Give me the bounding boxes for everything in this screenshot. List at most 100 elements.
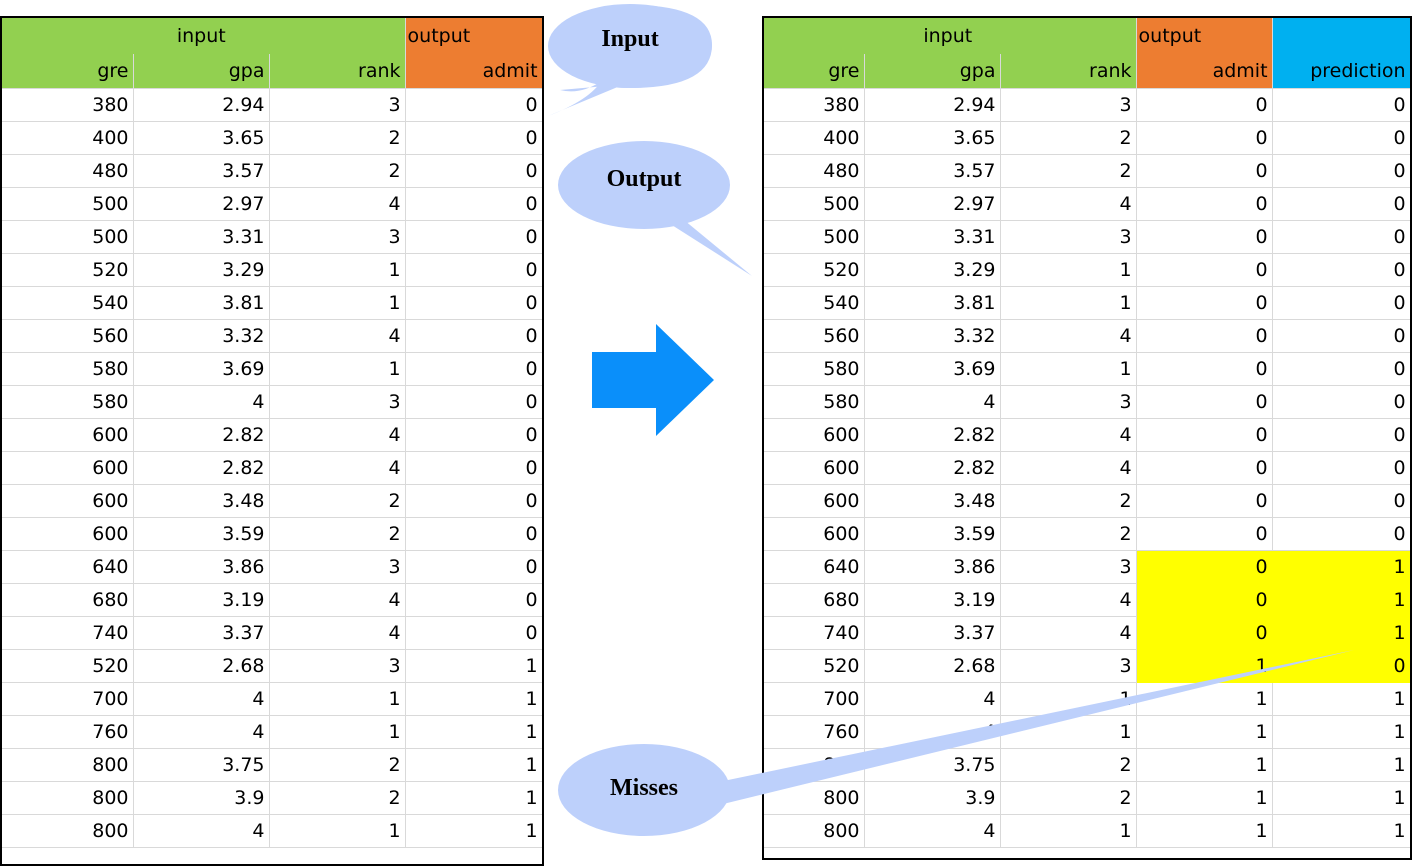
table-cell-gpa[interactable]: 2.97 xyxy=(864,187,1001,221)
table-cell-gre[interactable]: 740 xyxy=(764,616,865,650)
table-cell-admit[interactable]: 0 xyxy=(405,352,542,386)
table-cell-admit[interactable]: 1 xyxy=(405,814,542,848)
table-cell-rank[interactable]: 2 xyxy=(1000,748,1137,782)
table-cell-prediction[interactable]: 1 xyxy=(1272,781,1410,815)
table-cell-gpa[interactable]: 3.48 xyxy=(864,484,1001,518)
table-cell-admit[interactable]: 0 xyxy=(405,88,542,122)
table-cell-admit[interactable]: 0 xyxy=(405,154,542,188)
table-cell-admit[interactable]: 0 xyxy=(1136,550,1273,584)
table-cell-gpa[interactable]: 3.81 xyxy=(864,286,1001,320)
table-cell-rank[interactable]: 4 xyxy=(269,319,406,353)
table-cell-gre[interactable]: 540 xyxy=(2,286,134,320)
table-cell-gpa[interactable]: 4 xyxy=(133,715,270,749)
table-cell-prediction[interactable]: 1 xyxy=(1272,814,1410,848)
table-cell-rank[interactable]: 4 xyxy=(269,187,406,221)
table-cell-gre[interactable]: 740 xyxy=(2,616,134,650)
table-cell-admit[interactable]: 0 xyxy=(405,286,542,320)
table-cell-gre[interactable]: 400 xyxy=(764,121,865,155)
table-cell-gre[interactable]: 800 xyxy=(2,781,134,815)
table-cell-rank[interactable]: 4 xyxy=(269,418,406,452)
table-cell-gre[interactable]: 600 xyxy=(764,484,865,518)
table-cell-admit[interactable]: 0 xyxy=(1136,121,1273,155)
table-cell-gpa[interactable]: 3.31 xyxy=(864,220,1001,254)
table-cell-gre[interactable]: 680 xyxy=(2,583,134,617)
table-cell-admit[interactable]: 0 xyxy=(405,517,542,551)
table-cell-rank[interactable]: 2 xyxy=(1000,484,1137,518)
table-cell-rank[interactable]: 3 xyxy=(1000,649,1137,683)
table-cell-gpa[interactable]: 3.29 xyxy=(864,253,1001,287)
table-cell-admit[interactable]: 0 xyxy=(405,385,542,419)
table-cell-admit[interactable]: 0 xyxy=(405,616,542,650)
table-cell-gpa[interactable]: 4 xyxy=(864,814,1001,848)
table-cell-rank[interactable]: 4 xyxy=(269,583,406,617)
table-cell-gre[interactable]: 500 xyxy=(764,220,865,254)
table-cell-gre[interactable]: 760 xyxy=(764,715,865,749)
table-cell-gpa[interactable]: 2.94 xyxy=(133,88,270,122)
table-cell-gre[interactable]: 520 xyxy=(2,649,134,683)
table-cell-admit[interactable]: 0 xyxy=(405,319,542,353)
table-cell-gre[interactable]: 760 xyxy=(2,715,134,749)
table-cell-rank[interactable]: 3 xyxy=(269,88,406,122)
table-cell-rank[interactable]: 2 xyxy=(269,781,406,815)
table-cell-rank[interactable]: 4 xyxy=(1000,583,1137,617)
table-cell-gpa[interactable]: 4 xyxy=(864,385,1001,419)
table-cell-gpa[interactable]: 3.32 xyxy=(133,319,270,353)
table-cell-admit[interactable]: 0 xyxy=(405,121,542,155)
table-cell-gre[interactable]: 580 xyxy=(764,352,865,386)
table-cell-admit[interactable]: 1 xyxy=(405,748,542,782)
table-cell-rank[interactable]: 2 xyxy=(1000,121,1137,155)
table-cell-prediction[interactable]: 0 xyxy=(1272,253,1410,287)
table-cell-gre[interactable]: 500 xyxy=(2,187,134,221)
table-cell-gre[interactable]: 540 xyxy=(764,286,865,320)
table-cell-rank[interactable]: 1 xyxy=(269,352,406,386)
table-cell-gpa[interactable]: 3.65 xyxy=(864,121,1001,155)
table-cell-gre[interactable]: 520 xyxy=(764,649,865,683)
table-cell-gpa[interactable]: 3.19 xyxy=(864,583,1001,617)
table-cell-rank[interactable]: 3 xyxy=(1000,88,1137,122)
table-cell-prediction[interactable]: 0 xyxy=(1272,88,1410,122)
table-cell-gre[interactable]: 800 xyxy=(2,814,134,848)
table-cell-gpa[interactable]: 2.97 xyxy=(133,187,270,221)
table-cell-gre[interactable]: 380 xyxy=(764,88,865,122)
table-cell-admit[interactable]: 0 xyxy=(1136,88,1273,122)
table-cell-admit[interactable]: 0 xyxy=(405,583,542,617)
table-cell-admit[interactable]: 1 xyxy=(1136,781,1273,815)
table-cell-rank[interactable]: 2 xyxy=(269,154,406,188)
table-cell-gpa[interactable]: 2.82 xyxy=(864,451,1001,485)
table-cell-gpa[interactable]: 3.37 xyxy=(133,616,270,650)
table-cell-gpa[interactable]: 2.68 xyxy=(133,649,270,683)
table-cell-gre[interactable]: 500 xyxy=(2,220,134,254)
table-cell-gre[interactable]: 640 xyxy=(2,550,134,584)
table-cell-gpa[interactable]: 4 xyxy=(864,682,1001,716)
table-cell-gre[interactable]: 800 xyxy=(764,814,865,848)
table-cell-prediction[interactable]: 0 xyxy=(1272,451,1410,485)
table-cell-gpa[interactable]: 3.59 xyxy=(864,517,1001,551)
table-cell-gpa[interactable]: 3.19 xyxy=(133,583,270,617)
table-cell-prediction[interactable]: 0 xyxy=(1272,121,1410,155)
table-cell-admit[interactable]: 0 xyxy=(1136,418,1273,452)
table-cell-gre[interactable]: 400 xyxy=(2,121,134,155)
table-cell-prediction[interactable]: 1 xyxy=(1272,682,1410,716)
table-cell-admit[interactable]: 0 xyxy=(1136,352,1273,386)
table-cell-gpa[interactable]: 3.59 xyxy=(133,517,270,551)
table-cell-admit[interactable]: 0 xyxy=(1136,187,1273,221)
table-cell-rank[interactable]: 1 xyxy=(269,286,406,320)
table-cell-admit[interactable]: 1 xyxy=(1136,748,1273,782)
table-cell-rank[interactable]: 3 xyxy=(269,220,406,254)
table-cell-rank[interactable]: 4 xyxy=(1000,187,1137,221)
table-cell-prediction[interactable]: 0 xyxy=(1272,385,1410,419)
table-cell-gpa[interactable]: 3.81 xyxy=(133,286,270,320)
table-cell-gre[interactable]: 600 xyxy=(764,418,865,452)
table-cell-rank[interactable]: 3 xyxy=(1000,550,1137,584)
table-cell-rank[interactable]: 3 xyxy=(269,385,406,419)
table-cell-gre[interactable]: 480 xyxy=(764,154,865,188)
table-cell-prediction[interactable]: 1 xyxy=(1272,748,1410,782)
table-cell-gpa[interactable]: 3.29 xyxy=(133,253,270,287)
table-cell-admit[interactable]: 0 xyxy=(1136,220,1273,254)
table-cell-admit[interactable]: 1 xyxy=(1136,649,1273,683)
table-cell-gpa[interactable]: 4 xyxy=(133,682,270,716)
table-cell-prediction[interactable]: 0 xyxy=(1272,286,1410,320)
table-cell-rank[interactable]: 2 xyxy=(269,517,406,551)
table-cell-gpa[interactable]: 3.69 xyxy=(133,352,270,386)
table-cell-prediction[interactable]: 0 xyxy=(1272,154,1410,188)
